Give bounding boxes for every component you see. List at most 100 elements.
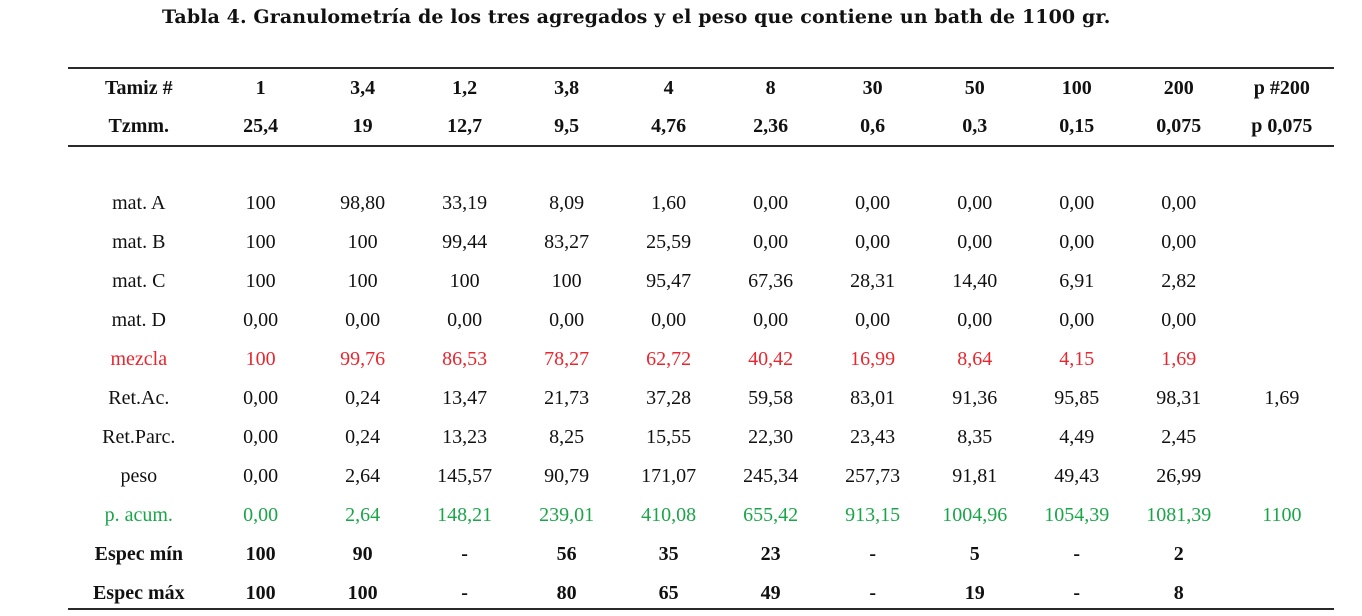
top-rule (68, 67, 1334, 69)
table-cell: 1054,39 (1044, 504, 1110, 526)
header-label: Tamiz # (104, 76, 173, 99)
table-cell: 90 (352, 543, 373, 565)
header-table: Tamiz # 1 3,4 1,2 3,8 4 8 30 50 100 200 p #200 Tzmm.… (68, 69, 1334, 145)
table-row: Espec máx 100 100 - 80 65 49 - 19 - 8 (68, 574, 1334, 613)
table-cell: - (869, 543, 877, 565)
table-cell: 13,47 (442, 387, 488, 409)
table-cell: 0,00 (753, 309, 789, 331)
table-cell: 19 (964, 582, 985, 604)
table-cell: 37,28 (646, 387, 692, 409)
table-cell: - (461, 543, 468, 565)
table-cell: 95,47 (646, 270, 692, 292)
table-cell: 100 (245, 348, 276, 370)
table-cell: 80 (556, 582, 577, 604)
header-cell: 0,075 (1156, 114, 1202, 137)
table-row: Espec mín 100 90 - 56 35 23 - 5 - 2 (68, 535, 1334, 574)
table-cell: 1004,96 (942, 504, 1008, 526)
table-cell: 0,00 (855, 309, 891, 331)
table-cell: 239,01 (539, 504, 595, 526)
table-cell: 8,64 (957, 348, 993, 370)
table-cell (1230, 223, 1334, 262)
table-cell: 100 (245, 582, 276, 604)
table-cell (1230, 535, 1334, 574)
header-cell: 3,8 (554, 76, 580, 99)
table-cell: 100 (347, 270, 378, 292)
header-cell: 25,4 (243, 114, 279, 137)
table-cell: 0,00 (243, 387, 279, 409)
table-cell: 83,01 (850, 387, 896, 409)
table-cell: 6,91 (1059, 270, 1095, 292)
table-cell: 15,55 (646, 426, 692, 448)
row-label: Ret.Ac. (108, 387, 170, 409)
table-cell: 100 (449, 270, 480, 292)
table-cell: 90,79 (544, 465, 590, 487)
table-cell: 0,00 (651, 309, 687, 331)
table-row: peso 0,00 2,64 145,57 90,79 171,07 245,34 257,7… (68, 457, 1334, 496)
table-row: Ret.Parc. 0,00 0,24 13,23 8,25 15,55 22,30 23,4… (68, 418, 1334, 457)
table-cell (1230, 418, 1334, 457)
table-cell: 0,00 (753, 231, 789, 253)
table-cell: 100 (347, 231, 378, 253)
table-cell: 65 (658, 582, 679, 604)
table-cell: - (869, 582, 877, 604)
table-row: p. acum. 0,00 2,64 148,21 239,01 410,08 655,42… (68, 496, 1334, 535)
table-cell: 49 (760, 582, 781, 604)
header-cell: 1 (255, 76, 266, 99)
table-cell: 8,25 (549, 426, 585, 448)
table-cell: 913,15 (845, 504, 901, 526)
table-cell: 1081,39 (1146, 504, 1212, 526)
table-cell: 145,57 (437, 465, 493, 487)
table-cell: 0,00 (1059, 231, 1095, 253)
table-cell: 23,43 (850, 426, 896, 448)
table-caption: Tabla 4. Granulometría de los tres agreg… (162, 6, 1111, 28)
table-cell: 0,00 (1059, 192, 1095, 214)
header-cell: 4 (663, 76, 674, 99)
header-cell: 12,7 (447, 114, 483, 137)
header-cell: 4,76 (651, 114, 687, 137)
row-label: Espec mín (94, 543, 183, 565)
table-cell: 0,00 (753, 192, 789, 214)
table-cell: - (461, 582, 468, 604)
table-cell: 95,85 (1054, 387, 1100, 409)
table-cell: 21,73 (544, 387, 590, 409)
table-cell: 0,00 (243, 465, 279, 487)
table-cell: 100 (245, 270, 276, 292)
table-cell: 59,58 (748, 387, 794, 409)
row-label: Ret.Parc. (102, 426, 176, 448)
table-cell: 0,00 (549, 309, 585, 331)
table-cell: 13,23 (442, 426, 488, 448)
header-cell: 0,3 (962, 114, 988, 137)
table-cell: 23 (760, 543, 781, 565)
table-cell: 28,31 (850, 270, 896, 292)
table-cell: - (1073, 582, 1081, 604)
table-cell: 2 (1173, 543, 1184, 565)
table-cell: 99,44 (442, 231, 488, 253)
table-cell: 245,34 (743, 465, 799, 487)
row-label: mat. A (112, 192, 166, 214)
header-cell: 1,2 (452, 76, 478, 99)
table-cell (1230, 340, 1334, 379)
table-cell: 1100 (1262, 504, 1302, 526)
table-cell: 2,82 (1161, 270, 1197, 292)
table-cell: 4,49 (1059, 426, 1095, 448)
table-row: mat. B 100 100 99,44 83,27 25,59 0,00 0,00 0,00 0… (68, 223, 1334, 262)
header-rule (68, 145, 1334, 147)
header-cell: 9,5 (554, 114, 580, 137)
table-cell (1230, 262, 1334, 301)
table-row: mat. A 100 98,80 33,19 8,09 1,60 0,00 0,00 0,00 0… (68, 184, 1334, 223)
table-cell: 78,27 (544, 348, 590, 370)
header-cell: 3,4 (350, 76, 376, 99)
table-cell: 0,00 (243, 426, 279, 448)
table-cell: 1,69 (1264, 387, 1300, 409)
table-cell: 655,42 (743, 504, 799, 526)
header-row: Tzmm. 25,4 19 12,7 9,5 4,76 2,36 0,6 0,3 0,15 0,07… (68, 107, 1334, 145)
table-cell: 0,00 (957, 192, 993, 214)
table-cell: 56 (556, 543, 577, 565)
table-cell: 257,73 (845, 465, 901, 487)
table-cell: 8 (1173, 582, 1184, 604)
row-label: mezcla (110, 348, 168, 370)
table-row: mat. C 100 100 100 100 95,47 67,36 28,31 14,40 6,… (68, 262, 1334, 301)
header-cell: 200 (1163, 76, 1194, 99)
table-cell: 0,00 (855, 192, 891, 214)
table-cell: 0,00 (1059, 309, 1095, 331)
